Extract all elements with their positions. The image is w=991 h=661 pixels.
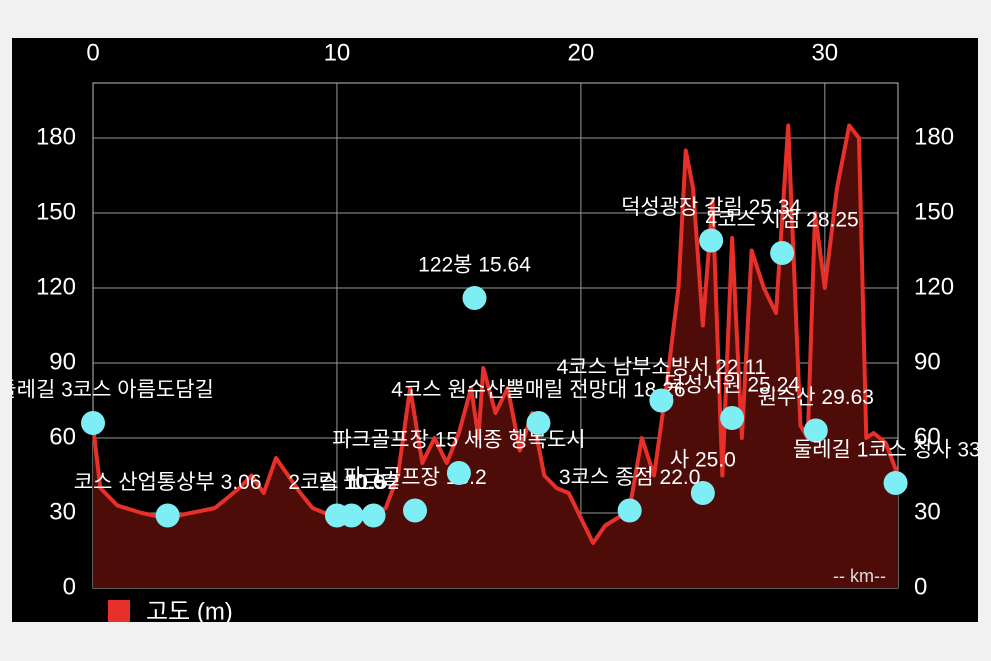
waypoint-label: 둘레길 1코스 청사 33.0 [793, 439, 991, 462]
waypoint-label: 덕성서원 25.24 [664, 374, 800, 397]
waypoint [526, 411, 551, 435]
waypoint-label: 11.52 [348, 471, 399, 494]
y2-tick-label: 150 [914, 198, 954, 225]
x-tick-label: 10 [324, 39, 351, 66]
elevation-line [91, 123, 900, 545]
waypoint-label: 4코스 원수산뿔매릴 전망대 18.26 [391, 379, 685, 402]
y-tick-label: 90 [49, 348, 76, 375]
y-tick-label: 60 [49, 423, 76, 450]
waypoint-label: 사 25.0 [670, 449, 736, 472]
y2-tick-label: 60 [914, 423, 941, 450]
waypoint-label: 림 10.6 [319, 471, 385, 494]
waypoint [462, 286, 487, 310]
waypoint [883, 471, 908, 495]
legend-swatch [108, 600, 130, 622]
y-tick-label: 180 [36, 123, 76, 150]
y-tick-label: 150 [36, 198, 76, 225]
legend-label: 고도 (m) [146, 598, 233, 625]
y2-tick-label: 180 [914, 123, 954, 150]
waypoint-label: 덕성광장 갈림 25.34 [621, 196, 801, 219]
waypoint [361, 503, 386, 528]
x-tick-label: 20 [568, 39, 595, 66]
y2-tick-label: 0 [914, 573, 927, 600]
y-tick-label: 0 [63, 573, 76, 600]
y-tick-label: 30 [49, 498, 76, 525]
x-tick-label: 0 [86, 39, 99, 66]
waypoint [770, 241, 795, 265]
waypoint [803, 418, 828, 443]
waypoint-label: 122봉 15.64 [418, 254, 531, 277]
plot: 0 0 30 30 60 60 90 90 120 120 150 150 180 180 0 10 20 30 라… [0, 39, 991, 625]
waypoint [403, 498, 427, 523]
waypoint-label: 라 둘레길 3코스 아름도담길 [0, 379, 214, 402]
y2-tick-label: 90 [914, 348, 941, 375]
waypoint [690, 481, 715, 505]
waypoint [720, 406, 745, 430]
waypoint [339, 503, 364, 528]
waypoint-label: 4코스 남부소방서 22.11 [557, 356, 767, 379]
waypoint [617, 498, 642, 523]
waypoint-label: 코스 산업통상부 3.06 [74, 471, 262, 494]
waypoint-label: 3코스 종점 22.0 [559, 466, 701, 489]
y2-tick-label: 30 [914, 498, 941, 525]
waypoint-label: 원수산 29.63 [758, 386, 874, 409]
waypoint-label: 파크골프장 15 세종 행복도시 [332, 429, 585, 452]
waypoint-label: 4코스 시점 28.25 [706, 209, 859, 232]
y-tick-label: 120 [36, 273, 76, 300]
waypoint [155, 503, 180, 528]
y2-tick-label: 120 [914, 273, 954, 300]
x-axis-label: -- km-- [833, 566, 886, 586]
waypoint-label: 2코스 10.0 [288, 471, 385, 494]
x-tick-label: 30 [811, 39, 838, 66]
waypoint [649, 388, 674, 413]
waypoint [446, 461, 471, 485]
waypoint [81, 411, 105, 435]
waypoint [699, 228, 724, 253]
